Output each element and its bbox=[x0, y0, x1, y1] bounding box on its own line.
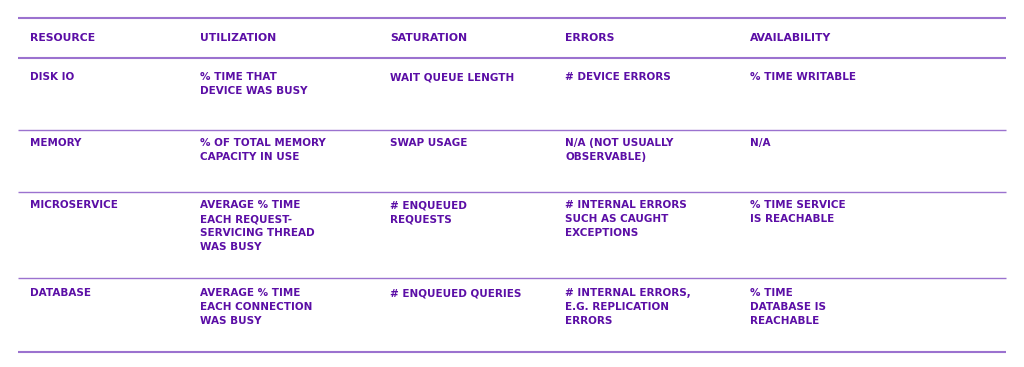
Text: N/A (NOT USUALLY
OBSERVABLE): N/A (NOT USUALLY OBSERVABLE) bbox=[565, 138, 674, 162]
Text: UTILIZATION: UTILIZATION bbox=[200, 33, 276, 43]
Text: AVERAGE % TIME
EACH REQUEST-
SERVICING THREAD
WAS BUSY: AVERAGE % TIME EACH REQUEST- SERVICING T… bbox=[200, 200, 314, 252]
Text: AVERAGE % TIME
EACH CONNECTION
WAS BUSY: AVERAGE % TIME EACH CONNECTION WAS BUSY bbox=[200, 288, 312, 326]
Text: DISK IO: DISK IO bbox=[30, 72, 75, 82]
Text: # ENQUEUED
REQUESTS: # ENQUEUED REQUESTS bbox=[390, 200, 467, 224]
Text: # DEVICE ERRORS: # DEVICE ERRORS bbox=[565, 72, 671, 82]
Text: ERRORS: ERRORS bbox=[565, 33, 614, 43]
Text: N/A: N/A bbox=[750, 138, 770, 148]
Text: AVAILABILITY: AVAILABILITY bbox=[750, 33, 831, 43]
Text: % TIME THAT
DEVICE WAS BUSY: % TIME THAT DEVICE WAS BUSY bbox=[200, 72, 307, 96]
Text: # ENQUEUED QUERIES: # ENQUEUED QUERIES bbox=[390, 288, 521, 298]
Text: RESOURCE: RESOURCE bbox=[30, 33, 95, 43]
Text: % TIME
DATABASE IS
REACHABLE: % TIME DATABASE IS REACHABLE bbox=[750, 288, 826, 326]
Text: MICROSERVICE: MICROSERVICE bbox=[30, 200, 118, 210]
Text: % TIME WRITABLE: % TIME WRITABLE bbox=[750, 72, 856, 82]
Text: # INTERNAL ERRORS,
E.G. REPLICATION
ERRORS: # INTERNAL ERRORS, E.G. REPLICATION ERRO… bbox=[565, 288, 691, 326]
Text: WAIT QUEUE LENGTH: WAIT QUEUE LENGTH bbox=[390, 72, 514, 82]
Text: % OF TOTAL MEMORY
CAPACITY IN USE: % OF TOTAL MEMORY CAPACITY IN USE bbox=[200, 138, 326, 162]
Text: MEMORY: MEMORY bbox=[30, 138, 81, 148]
Text: % TIME SERVICE
IS REACHABLE: % TIME SERVICE IS REACHABLE bbox=[750, 200, 846, 224]
Text: # INTERNAL ERRORS
SUCH AS CAUGHT
EXCEPTIONS: # INTERNAL ERRORS SUCH AS CAUGHT EXCEPTI… bbox=[565, 200, 687, 238]
Text: DATABASE: DATABASE bbox=[30, 288, 91, 298]
Text: SATURATION: SATURATION bbox=[390, 33, 467, 43]
Text: SWAP USAGE: SWAP USAGE bbox=[390, 138, 467, 148]
